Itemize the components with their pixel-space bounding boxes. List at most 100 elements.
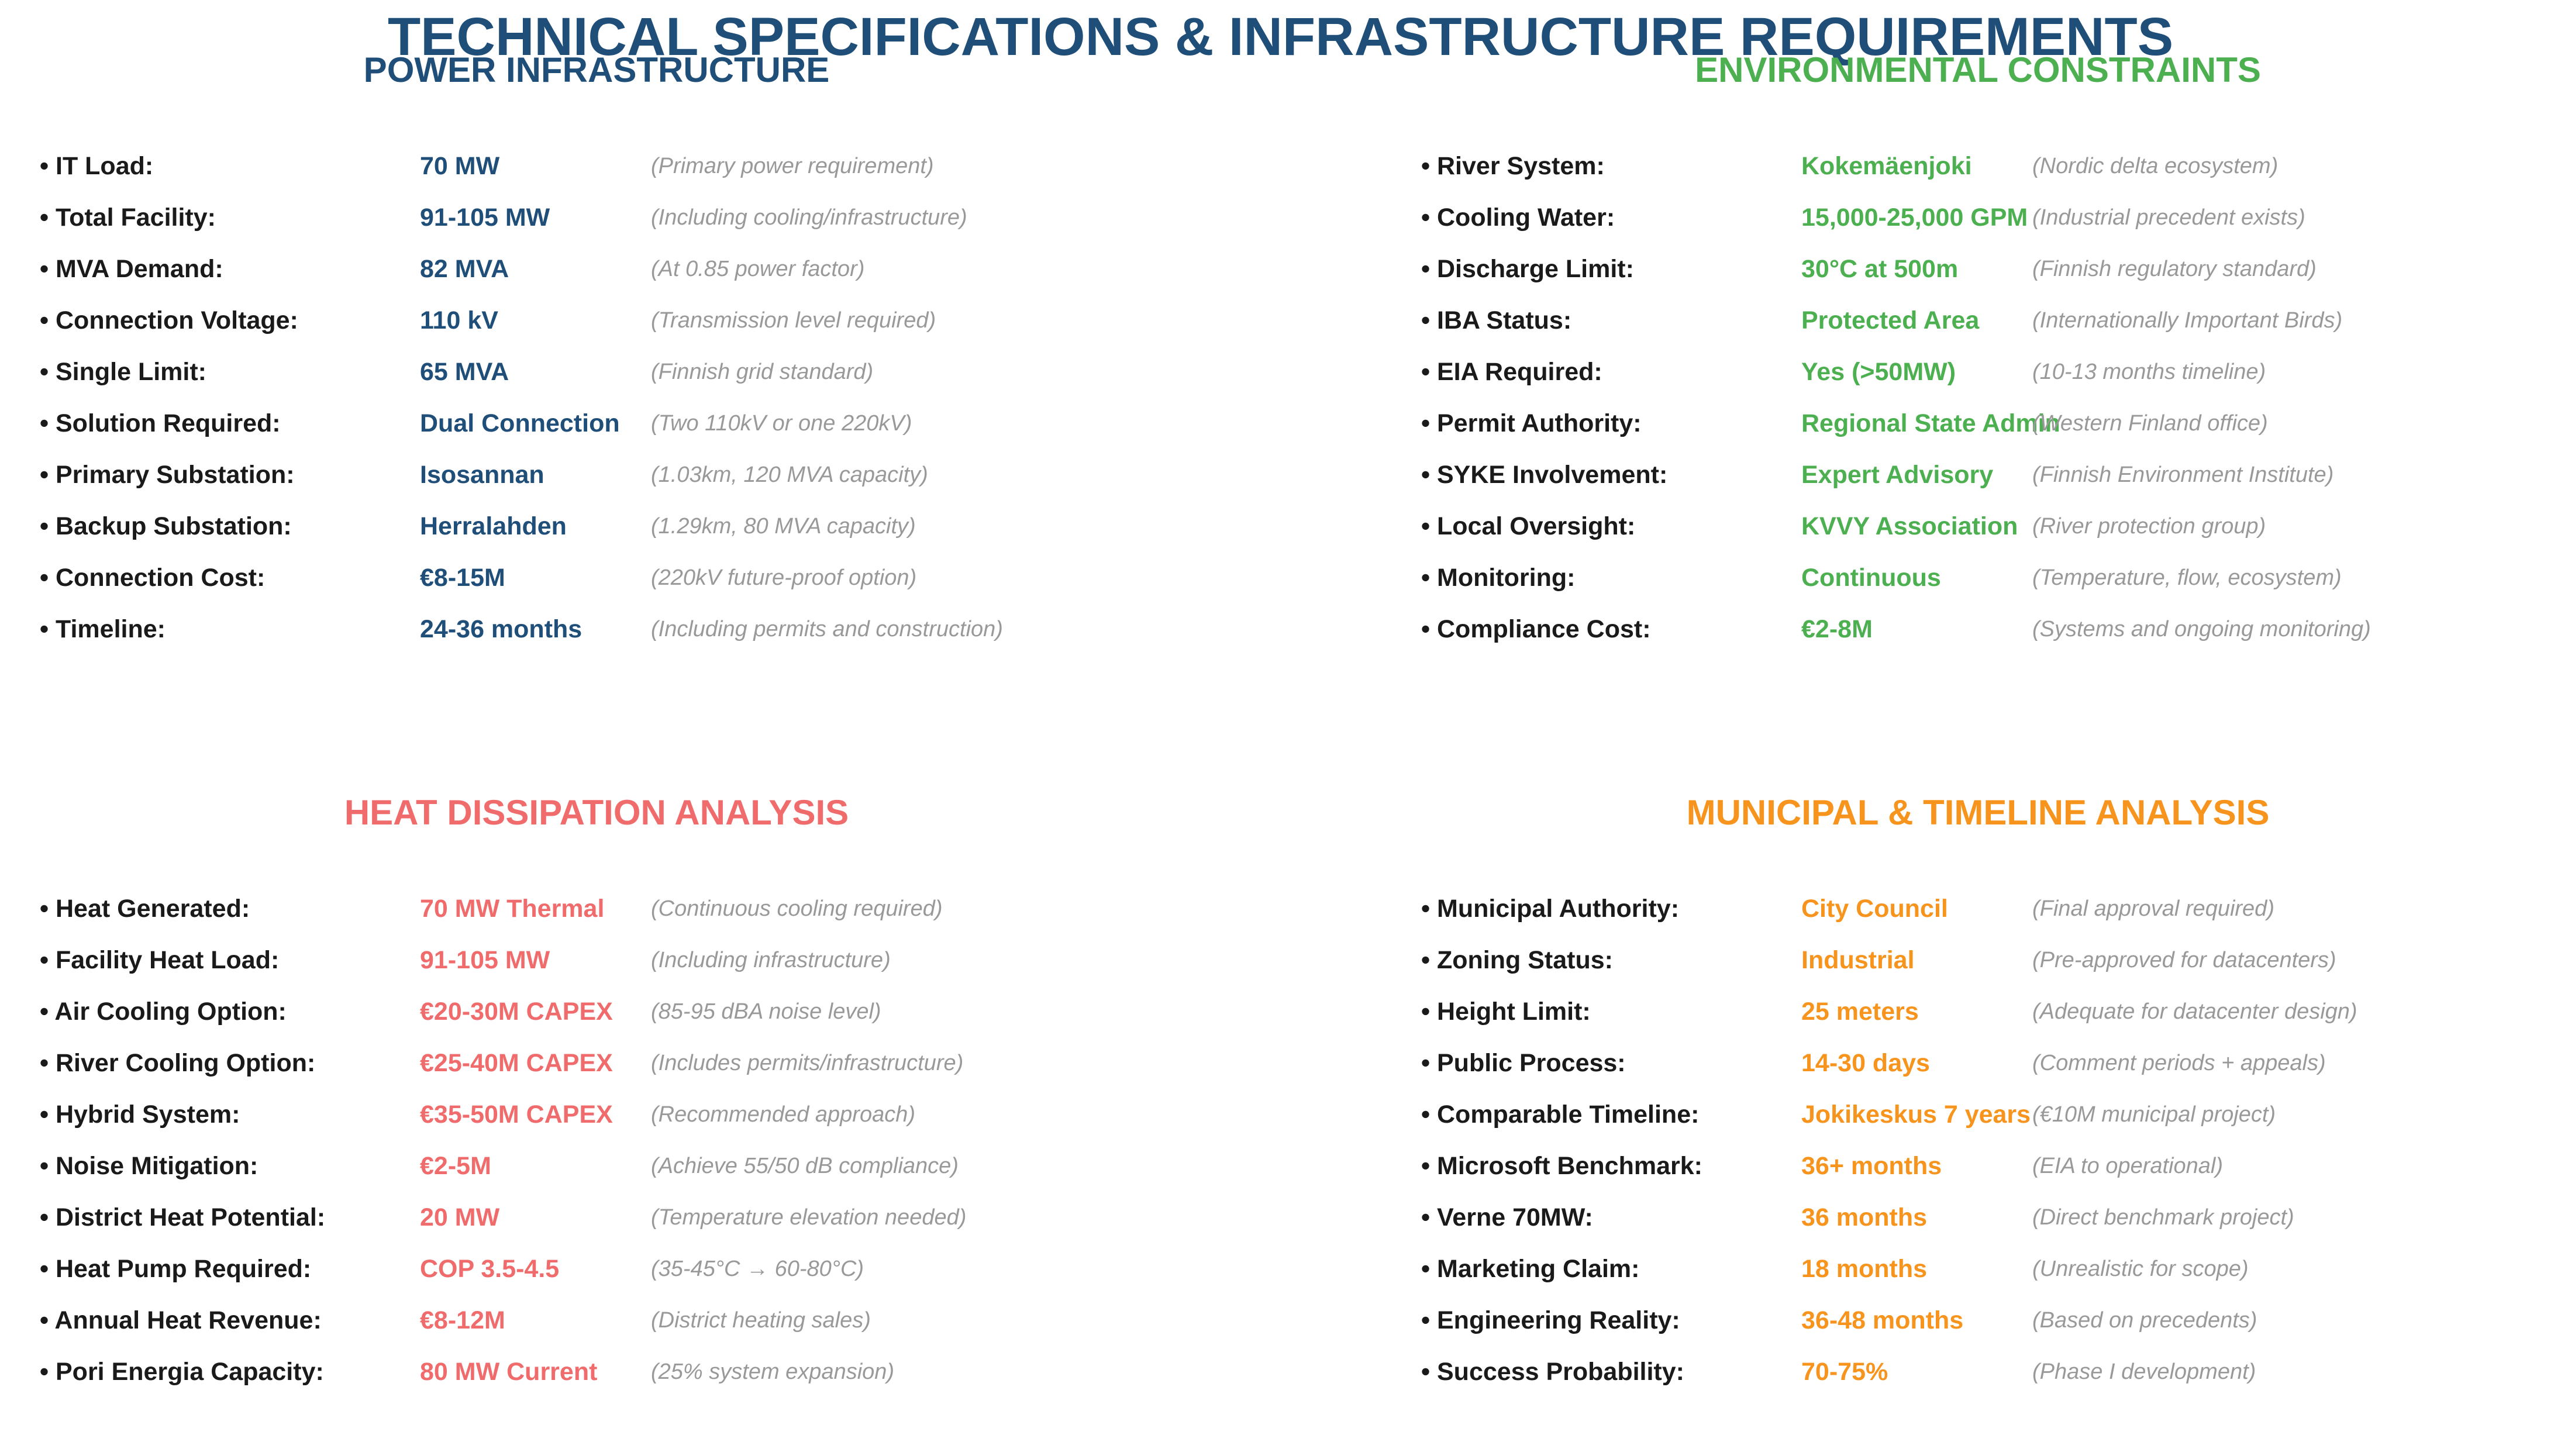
spec-label: • Connection Voltage: <box>40 306 298 334</box>
spec-note: (Unrealistic for scope) <box>2032 1257 2249 1281</box>
spec-note: (85-95 dBA noise level) <box>651 999 881 1024</box>
spec-label: • Solution Required: <box>40 409 281 437</box>
spec-value: €8-12M <box>420 1306 505 1334</box>
spec-value: Jokikeskus 7 years <box>1801 1100 2031 1129</box>
spec-note: (Recommended approach) <box>651 1102 916 1127</box>
spec-label: • Marketing Claim: <box>1421 1255 1640 1283</box>
spec-label: • District Heat Potential: <box>40 1203 326 1231</box>
spec-value: Expert Advisory <box>1801 461 1994 489</box>
section-power: POWER INFRASTRUCTURE • IT Load: 70 MW (Pri… <box>0 47 1281 690</box>
spec-value: 36+ months <box>1801 1152 1942 1180</box>
spec-value: 14-30 days <box>1801 1049 1930 1077</box>
spec-label: • Heat Generated: <box>40 895 250 923</box>
spec-label: • Primary Substation: <box>40 461 295 489</box>
spec-label: • Zoning Status: <box>1421 946 1613 974</box>
spec-note: (Achieve 55/50 dB compliance) <box>651 1154 959 1178</box>
spec-label: • Discharge Limit: <box>1421 255 1634 283</box>
spec-value: Isosannan <box>420 461 544 489</box>
spec-label: • IBA Status: <box>1421 306 1572 334</box>
spec-value: 91-105 MW <box>420 946 550 974</box>
spec-note: (Phase I development) <box>2032 1360 2256 1384</box>
spec-note: (At 0.85 power factor) <box>651 257 865 281</box>
spec-label: • EIA Required: <box>1421 358 1602 386</box>
section-title: MUNICIPAL & TIMELINE ANALYSIS <box>1686 793 2270 832</box>
spec-value: 36-48 months <box>1801 1306 1964 1334</box>
spec-label: • SYKE Involvement: <box>1421 461 1668 489</box>
spec-label: • Annual Heat Revenue: <box>40 1306 322 1334</box>
spec-value: Industrial <box>1801 946 1915 974</box>
spec-value: 70-75% <box>1801 1358 1888 1386</box>
spec-note: (Adequate for datacenter design) <box>2032 999 2357 1024</box>
spec-value: €20-30M CAPEX <box>420 998 613 1026</box>
spec-label: • Height Limit: <box>1421 998 1591 1026</box>
spec-value: Herralahden <box>420 512 567 540</box>
spec-value: 80 MW Current <box>420 1358 598 1386</box>
spec-value: 20 MW <box>420 1203 500 1231</box>
spec-note: (Finnish Environment Institute) <box>2032 463 2334 487</box>
spec-label: • Facility Heat Load: <box>40 946 280 974</box>
spec-label: • Heat Pump Required: <box>40 1255 312 1283</box>
spec-value: 18 months <box>1801 1255 1928 1283</box>
spec-label: • Microsoft Benchmark: <box>1421 1152 1702 1180</box>
spec-value: Regional State Admin <box>1801 409 2060 437</box>
spec-note: (1.03km, 120 MVA capacity) <box>651 463 928 487</box>
spec-value: COP 3.5-4.5 <box>420 1255 560 1283</box>
spec-value: 36 months <box>1801 1203 1928 1231</box>
spec-note: (Industrial precedent exists) <box>2032 205 2305 230</box>
spec-label: • Hybrid System: <box>40 1100 240 1129</box>
spec-note: (Pre-approved for datacenters) <box>2032 948 2336 972</box>
spec-value: €2-8M <box>1801 615 1873 643</box>
spec-value: 25 meters <box>1801 998 1919 1026</box>
spec-label: • Engineering Reality: <box>1421 1306 1680 1334</box>
spec-note: (Systems and ongoing monitoring) <box>2032 617 2371 641</box>
spec-value: 15,000-25,000 GPM <box>1801 203 2028 232</box>
spec-label: • Public Process: <box>1421 1049 1626 1077</box>
spec-note: (Including infrastructure) <box>651 948 891 972</box>
spec-label: • Single Limit: <box>40 358 207 386</box>
spec-note: (Temperature, flow, ecosystem) <box>2032 565 2342 590</box>
spec-label: • Success Probability: <box>1421 1358 1684 1386</box>
spec-note: (Finnish grid standard) <box>651 360 874 384</box>
spec-value: 70 MW Thermal <box>420 895 605 923</box>
spec-label: • River Cooling Option: <box>40 1049 316 1077</box>
spec-value: 65 MVA <box>420 358 509 386</box>
spec-label: • Connection Cost: <box>40 564 266 592</box>
spec-note: (Nordic delta ecosystem) <box>2032 154 2279 178</box>
spec-value: €8-15M <box>420 564 505 592</box>
spec-value: Yes (>50MW) <box>1801 358 1956 386</box>
spec-value: 24-36 months <box>420 615 582 643</box>
spec-note: (10-13 months timeline) <box>2032 360 2266 384</box>
spec-note: (Including cooling/infrastructure) <box>651 205 967 230</box>
spec-value: Protected Area <box>1801 306 1980 334</box>
spec-note: (River protection group) <box>2032 514 2266 539</box>
spec-note: (Finnish regulatory standard) <box>2032 257 2317 281</box>
spec-note: (Continuous cooling required) <box>651 896 943 921</box>
spec-label: • Comparable Timeline: <box>1421 1100 1700 1129</box>
spec-note: (District heating sales) <box>651 1308 871 1333</box>
spec-value: 70 MW <box>420 152 500 180</box>
spec-label: • Municipal Authority: <box>1421 895 1680 923</box>
spec-value: Kokemäenjoki <box>1801 152 1972 180</box>
spec-label: • Cooling Water: <box>1421 203 1615 232</box>
spec-value: €25-40M CAPEX <box>420 1049 613 1077</box>
spec-note: (Transmission level required) <box>651 308 936 333</box>
spec-note: (Comment periods + appeals) <box>2032 1051 2326 1075</box>
spec-note: (Western Finland office) <box>2032 411 2268 436</box>
spec-note: (Direct benchmark project) <box>2032 1205 2294 1230</box>
page-title: TECHNICAL SPECIFICATIONS & INFRASTRUCTUR… <box>387 7 2174 67</box>
spec-value: Continuous <box>1801 564 1941 592</box>
spec-note: (Two 110kV or one 220kV) <box>651 411 912 436</box>
spec-value: 82 MVA <box>420 255 509 283</box>
spec-note: (1.29km, 80 MVA capacity) <box>651 514 916 539</box>
spec-label: • Pori Energia Capacity: <box>40 1358 324 1386</box>
spec-label: • Air Cooling Option: <box>40 998 287 1026</box>
spec-label: • Local Oversight: <box>1421 512 1636 540</box>
spec-label: • Backup Substation: <box>40 512 292 540</box>
spec-value: Dual Connection <box>420 409 620 437</box>
spec-label: • Timeline: <box>40 615 166 643</box>
spec-note: (220kV future-proof option) <box>651 565 917 590</box>
spec-label: • Total Facility: <box>40 203 216 232</box>
spec-label: • Permit Authority: <box>1421 409 1642 437</box>
spec-note: (Based on precedents) <box>2032 1308 2257 1333</box>
spec-value: €2-5M <box>420 1152 491 1180</box>
